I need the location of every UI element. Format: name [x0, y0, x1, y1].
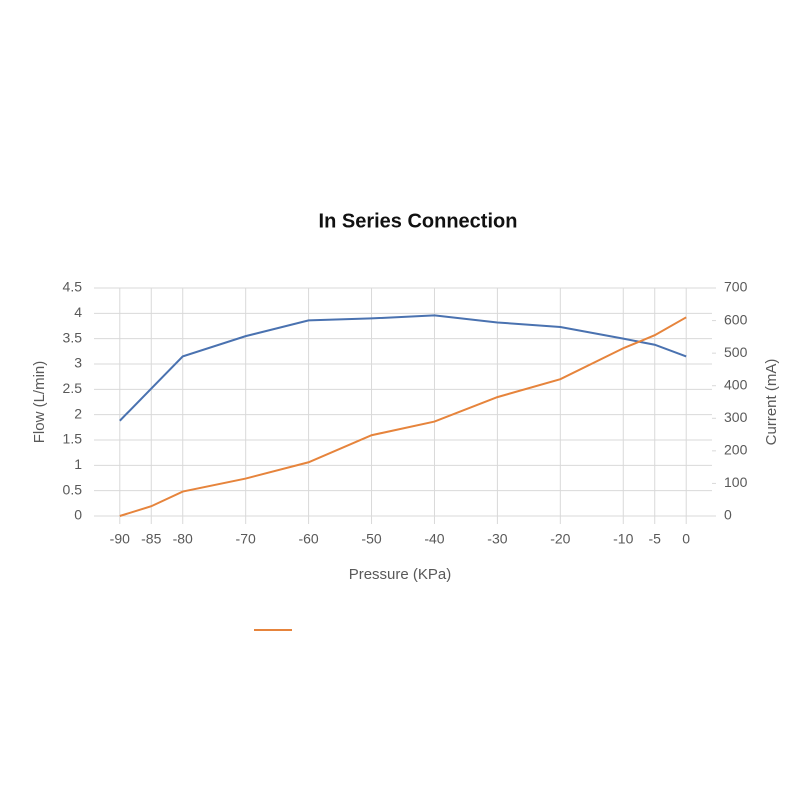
series-line: [119, 314, 687, 422]
x-tick-label: -50: [361, 531, 381, 547]
x-tick-label: 0: [682, 531, 690, 547]
x-tick-label: -20: [550, 531, 570, 547]
y2-tick-label: 300: [724, 409, 748, 425]
y-axis-label: Flow (L/min): [31, 361, 48, 444]
y2-tick-label: 100: [724, 474, 748, 490]
x-tick-label: -80: [173, 531, 193, 547]
y-tick-label: 1: [74, 456, 82, 472]
y-tick-label: 4.5: [63, 279, 83, 295]
y2-axis-label: Current (mA): [763, 359, 780, 446]
y2-tick-label: 400: [724, 376, 748, 392]
x-axis-label: Pressure (KPa): [349, 566, 452, 583]
y-tick-label: 3.5: [63, 329, 83, 345]
chart-title: In Series Connection: [319, 210, 518, 232]
y2-tick-label: 600: [724, 311, 748, 327]
x-tick-label: -30: [487, 531, 507, 547]
y2-tick-label: 700: [724, 279, 748, 295]
y-tick-label: 2.5: [63, 380, 83, 396]
x-tick-label: -40: [424, 531, 444, 547]
x-tick-label: -10: [613, 531, 633, 547]
y-tick-label: 0: [74, 507, 82, 523]
y-tick-label: 3: [74, 355, 82, 371]
y-tick-label: 0.5: [63, 481, 83, 497]
x-tick-label: -70: [236, 531, 256, 547]
y-tick-label: 1.5: [63, 431, 83, 447]
y-tick-label: 4: [74, 304, 82, 320]
y2-tick-label: 500: [724, 344, 748, 360]
y-tick-label: 2: [74, 405, 82, 421]
series-line: [119, 316, 687, 517]
x-tick-label: -60: [298, 531, 318, 547]
x-tick-label: -5: [649, 531, 662, 547]
y2-tick-label: 0: [724, 507, 732, 523]
y2-tick-label: 200: [724, 442, 748, 458]
x-tick-label: -85: [141, 531, 161, 547]
x-tick-label: -90: [110, 531, 130, 547]
